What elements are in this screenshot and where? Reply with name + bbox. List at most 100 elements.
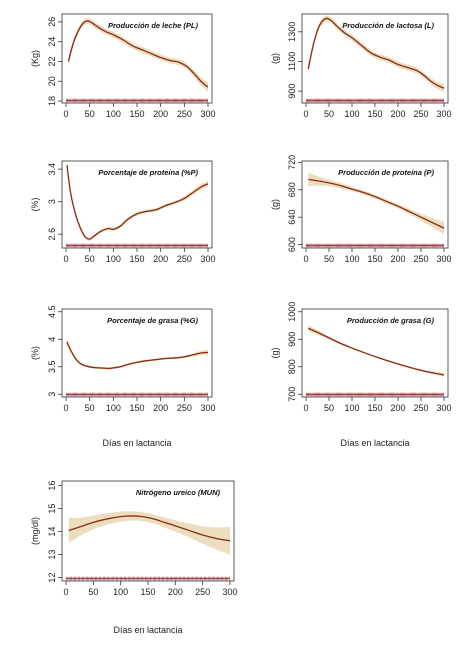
y-tick-label: 24 xyxy=(47,37,57,47)
chart-title: Producción de lactosa (L) xyxy=(342,21,434,30)
x-tick-label: 100 xyxy=(113,587,128,597)
confidence-band xyxy=(308,324,444,377)
x-tick-label: 0 xyxy=(63,587,68,597)
confidence-band xyxy=(66,338,208,370)
x-tick-label: 150 xyxy=(367,254,382,264)
y-tick-label: 22 xyxy=(47,56,57,66)
x-tick-label: 100 xyxy=(344,403,359,413)
x-tick-label: 200 xyxy=(390,403,405,413)
x-tick-label: 50 xyxy=(85,109,95,119)
x-tick-label: 0 xyxy=(303,109,308,119)
x-tick-label: 200 xyxy=(153,109,168,119)
y-tick-label: 4.5 xyxy=(47,305,57,318)
y-tick-label: 720 xyxy=(287,155,297,170)
y-tick-label: 3 xyxy=(47,199,57,204)
x-tick-label: 300 xyxy=(200,254,215,264)
confidence-band xyxy=(308,172,444,235)
trend-line xyxy=(308,327,445,376)
y-tick-label: 3.5 xyxy=(47,360,57,373)
x-tick-label: 50 xyxy=(324,254,334,264)
x-tick-label: 0 xyxy=(63,254,68,264)
y-tick-label: 20 xyxy=(47,76,57,86)
trend-line xyxy=(307,17,445,89)
confidence-band xyxy=(308,15,444,93)
x-tick-label: 250 xyxy=(177,254,192,264)
y-axis-label: (g) xyxy=(270,347,280,358)
x-tick-label: 150 xyxy=(140,587,155,597)
chart-title: Producción de proteína (P) xyxy=(338,168,434,177)
rug-marks xyxy=(66,243,208,248)
y-tick-label: 2.6 xyxy=(47,228,57,241)
y-axis-label: (g) xyxy=(270,53,280,64)
x-tick-label: 200 xyxy=(153,403,168,413)
x-tick-label: 250 xyxy=(413,403,428,413)
x-tick-label: 300 xyxy=(436,403,451,413)
x-tick-label: 300 xyxy=(436,109,451,119)
x-tick-label: 250 xyxy=(177,403,192,413)
confidence-band xyxy=(68,511,230,555)
y-axis-label: (%) xyxy=(30,198,40,212)
chart-panel-5: 0 50 100 150 200 250 300 3 3.5 4 4.5 (%) Porcentaje … xyxy=(30,305,216,448)
y-tick-label: 1000 xyxy=(287,302,297,322)
y-tick-label: 680 xyxy=(287,182,297,197)
y-tick-label: 1300 xyxy=(287,22,297,42)
x-tick-label: 200 xyxy=(390,109,405,119)
rug-marks xyxy=(66,98,208,103)
y-tick-label: 12 xyxy=(47,573,57,583)
chart-title: Producción de grasa (G) xyxy=(347,316,435,325)
y-axis-label: (g) xyxy=(270,199,280,210)
rug-marks xyxy=(306,243,444,248)
x-tick-label: 200 xyxy=(153,254,168,264)
y-tick-label: 600 xyxy=(287,237,297,252)
x-tick-label: 250 xyxy=(413,109,428,119)
trend-line xyxy=(67,20,209,88)
y-tick-label: 800 xyxy=(287,359,297,374)
x-axis-label: Días en lactancia xyxy=(340,438,409,448)
y-tick-label: 3 xyxy=(47,392,57,397)
x-tick-label: 150 xyxy=(129,403,144,413)
chart-panel-4: 0 50 100 150 200 250 300 600 640 680 720 (g) Producc… xyxy=(270,155,452,264)
y-tick-label: 900 xyxy=(287,332,297,347)
x-tick-label: 50 xyxy=(85,403,95,413)
chart-title: Porcentaje de grasa (%G) xyxy=(107,316,198,325)
chart-title: Porcentaje de proteína (%P) xyxy=(98,168,198,177)
x-tick-label: 200 xyxy=(390,254,405,264)
x-tick-label: 300 xyxy=(200,403,215,413)
x-axis-label: Días en lactancia xyxy=(113,625,182,635)
y-tick-label: 4 xyxy=(47,337,57,342)
x-tick-label: 50 xyxy=(85,254,95,264)
x-tick-label: 0 xyxy=(303,254,308,264)
y-tick-label: 1100 xyxy=(287,52,297,71)
confidence-band xyxy=(68,17,209,93)
trend-line xyxy=(308,178,445,229)
x-tick-label: 0 xyxy=(303,403,308,413)
trend-line xyxy=(66,164,209,240)
y-tick-label: 700 xyxy=(287,387,297,402)
chart-panel-3: 0 50 100 150 200 250 300 2.6 3 3.4 (%) Porcentaje d… xyxy=(30,160,216,264)
x-tick-label: 100 xyxy=(106,403,121,413)
x-axis-label: Días en lactancia xyxy=(102,438,171,448)
y-tick-label: 15 xyxy=(47,504,57,514)
rug-marks xyxy=(66,576,230,581)
y-tick-label: 3.4 xyxy=(47,163,57,176)
chart-panel-7: 0 50 100 150 200 250 300 12 13 14 15 16 (mg/dl) Nitró… xyxy=(30,481,238,635)
y-tick-label: 640 xyxy=(287,210,297,225)
x-tick-label: 300 xyxy=(436,254,451,264)
x-tick-label: 250 xyxy=(413,254,428,264)
y-tick-label: 13 xyxy=(47,550,57,560)
x-tick-label: 150 xyxy=(129,109,144,119)
x-tick-label: 100 xyxy=(344,254,359,264)
x-tick-label: 100 xyxy=(344,109,359,119)
x-tick-label: 250 xyxy=(177,109,192,119)
x-tick-label: 100 xyxy=(106,254,121,264)
x-tick-label: 150 xyxy=(129,254,144,264)
chart-title: Producción de leche (PL) xyxy=(108,21,199,30)
chart-panel-2: 0 50 100 150 200 250 300 900 1100 1300 (g) Producci… xyxy=(270,13,452,119)
x-tick-label: 50 xyxy=(324,109,334,119)
trend-line xyxy=(68,515,231,542)
y-tick-label: 14 xyxy=(47,527,57,537)
rug-marks xyxy=(306,98,444,103)
x-tick-label: 250 xyxy=(195,587,210,597)
x-tick-label: 300 xyxy=(200,109,215,119)
